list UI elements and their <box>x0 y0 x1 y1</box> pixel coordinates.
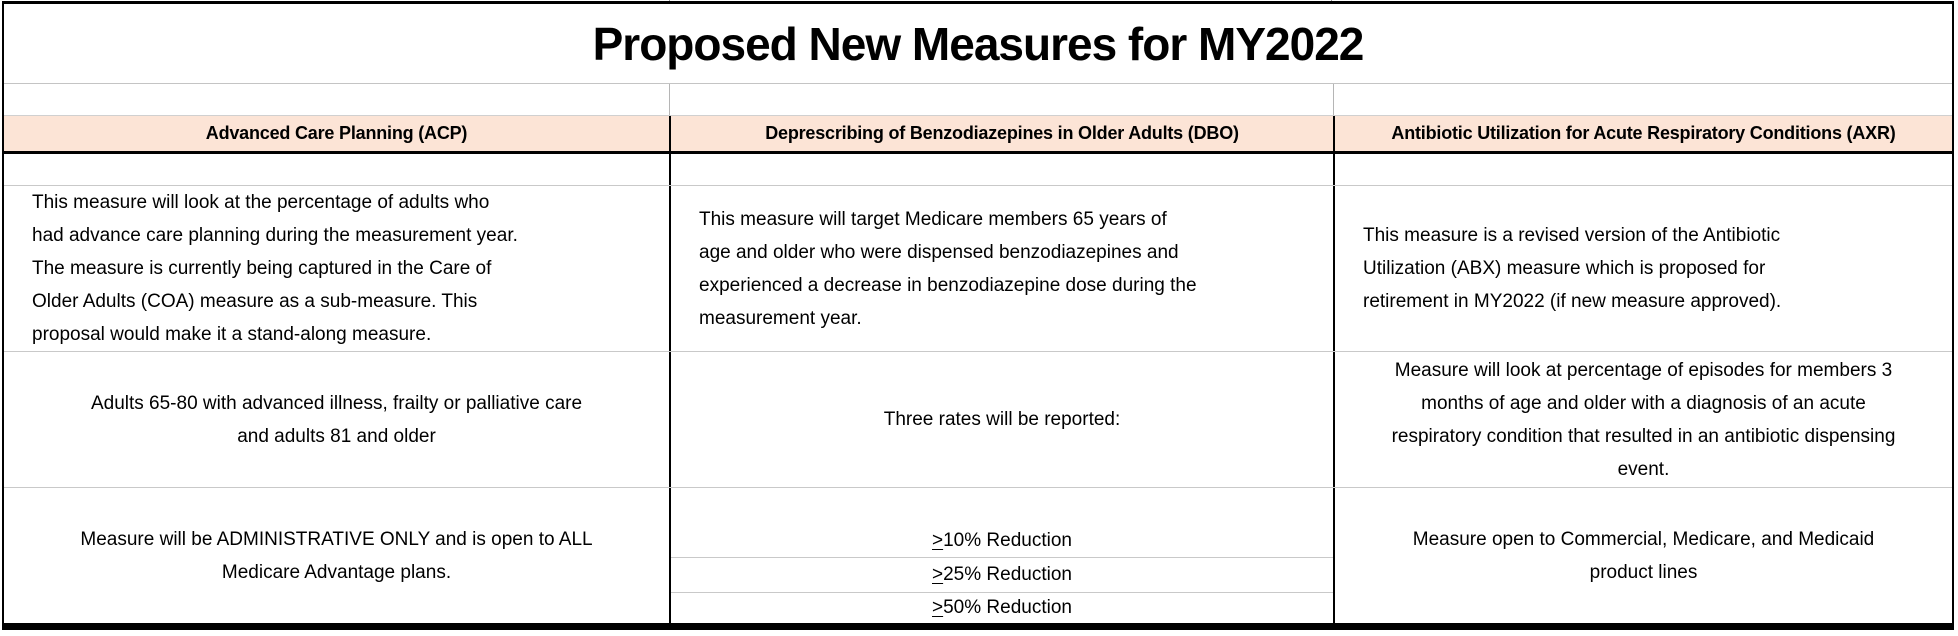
acp-notes-cell: Measure will be ADMINISTRATIVE ONLY and … <box>80 528 593 583</box>
axr-population-cell: Measure will look at percentage of episo… <box>1333 352 1952 487</box>
rate-label: 50% Reduction <box>943 597 1072 618</box>
spacer-cell <box>4 84 669 115</box>
column-header-dbo: Deprescribing of Benzodiazepines in Olde… <box>669 116 1333 151</box>
rate-25-percent: >25% Reduction <box>671 557 1333 592</box>
gte-symbol: > <box>932 530 944 551</box>
gte-symbol: > <box>932 564 944 585</box>
column-header-row: Advanced Care Planning (ACP) Deprescribi… <box>4 115 1952 151</box>
dbo-rates-cell: >10% Reduction >25% Reduction >50% Reduc… <box>669 488 1333 623</box>
axr-description-cell: This measure is a revised version of the… <box>1333 186 1952 351</box>
spacer-row-mid <box>4 154 1952 186</box>
description-row: This measure will look at the percentage… <box>4 186 1952 352</box>
population-row: Adults 65-80 with advanced illness, frai… <box>4 352 1952 488</box>
dbo-rates-intro-cell: Three rates will be reported: <box>669 352 1333 487</box>
dbo-description-cell: This measure will target Medicare member… <box>669 186 1333 351</box>
rate-label: 25% Reduction <box>943 564 1072 585</box>
spacer-cell <box>669 154 1333 185</box>
axr-notes-cell: Measure open to Commercial, Medicare, an… <box>1333 488 1952 623</box>
spacer-row-top <box>4 84 1952 115</box>
spacer-cell <box>1333 84 1952 115</box>
rate-label: 10% Reduction <box>943 530 1072 551</box>
acp-description-cell: This measure will look at the percentage… <box>32 192 518 345</box>
column-header-axr: Antibiotic Utilization for Acute Respira… <box>1333 116 1952 151</box>
rate-10-percent: >10% Reduction <box>671 488 1333 557</box>
page-title: Proposed New Measures for MY2022 <box>592 17 1365 70</box>
spacer-cell <box>4 154 669 185</box>
column-header-acp: Advanced Care Planning (ACP) <box>205 123 468 143</box>
header-bottom-border <box>4 151 1952 154</box>
table-title-row: Proposed New Measures for MY2022 <box>4 4 1952 84</box>
spacer-cell <box>669 84 1333 115</box>
gte-symbol: > <box>932 597 944 618</box>
acp-population-cell: Adults 65-80 with advanced illness, frai… <box>90 392 583 447</box>
rate-50-percent: >50% Reduction <box>671 592 1333 623</box>
notes-row: Measure will be ADMINISTRATIVE ONLY and … <box>4 488 1952 623</box>
spacer-cell <box>1333 154 1952 185</box>
